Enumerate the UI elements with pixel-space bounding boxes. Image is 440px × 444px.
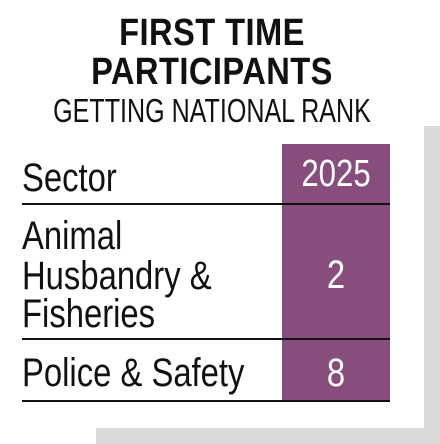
title-line-2: PARTICIPANTS: [91, 51, 333, 93]
title-line-1: FIRST TIME: [119, 12, 305, 54]
header-sector-label: Sector: [22, 156, 117, 200]
row-2-divider: [22, 400, 390, 402]
subtitle: GETTING NATIONAL RANK: [53, 92, 371, 129]
header-year-label: 2025: [301, 153, 371, 195]
row-1-value: 2: [326, 253, 346, 297]
row-1-divider: [22, 338, 390, 340]
row-1-label-line-1: Animal: [22, 214, 123, 258]
row-1-label-line-2: Husbandry &: [22, 254, 212, 298]
year-column-highlight: [282, 144, 390, 402]
row-2-value: 8: [326, 351, 346, 395]
header-divider: [22, 203, 390, 205]
row-2-label: Police & Safety: [22, 351, 245, 395]
row-1-label-line-3: Fisheries: [22, 292, 156, 336]
infographic-card: FIRST TIME PARTICIPANTS GETTING NATIONAL…: [22, 12, 390, 402]
